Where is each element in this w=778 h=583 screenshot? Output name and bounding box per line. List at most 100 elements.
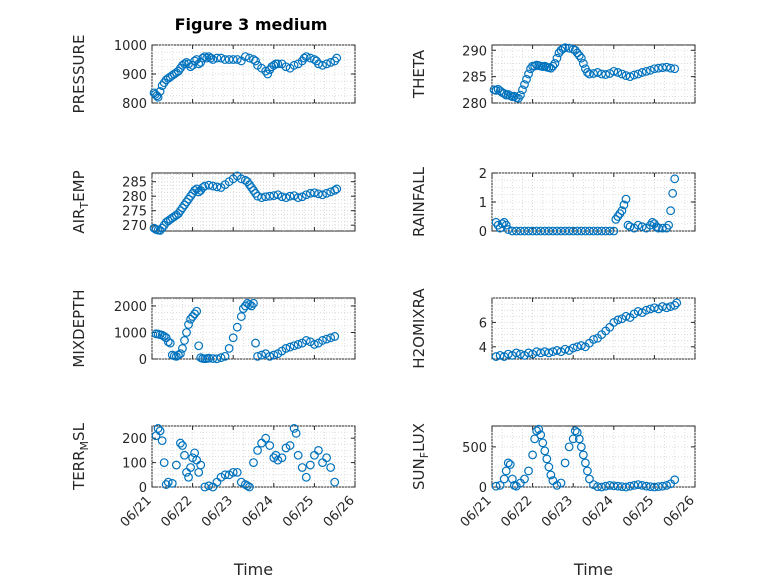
data-point [666,63,676,73]
data-point [161,480,171,489]
data-point [552,53,562,63]
y-tick-label: 4 [479,341,487,356]
data-point [326,463,336,472]
y-tick-label: 2000 [114,300,147,315]
data-point [524,69,533,79]
data-point [232,55,242,64]
y-tick-label: 0 [139,481,147,496]
data-point [265,441,275,450]
data-point [530,434,540,444]
data-point [180,450,189,460]
data-point [281,343,291,353]
data-point [501,466,511,476]
data-point [240,301,250,311]
y-tick-label: 285 [462,71,487,86]
data-point [184,472,193,482]
data-point [662,480,671,490]
data-point [285,191,295,201]
y-tick-label: 0 [479,481,487,496]
data-point [583,68,592,77]
data-point [574,51,584,60]
data-point [289,424,299,433]
data-point [216,53,226,63]
y-axis-label: THETA [410,49,428,99]
data-point [310,340,319,349]
data-point [326,58,336,67]
data-point [165,338,175,348]
data-point [576,442,586,452]
data-point [173,350,183,360]
subplot-2: 280 285 290 THETA [410,43,696,112]
data-point [176,349,185,359]
data-point [228,467,238,477]
data-point [196,460,206,470]
data-point [301,190,311,200]
data-point [503,349,513,359]
data-point [269,350,279,360]
data-point [153,424,163,433]
data-point [585,474,594,484]
data-point [662,62,671,72]
data-point [670,174,680,184]
data-point [253,351,262,361]
data-point [516,90,525,100]
data-point [271,450,281,460]
data-point [301,336,311,345]
y-axis-label: TERRMSL [70,422,91,491]
data-point [265,351,275,361]
data-point [613,68,623,77]
data-point [572,428,582,437]
data-point [609,226,619,236]
x-tick-label: 06/21 [118,493,155,530]
data-point [153,92,163,102]
data-point [167,478,177,488]
data-point [540,446,550,456]
data-point [163,337,173,347]
y-tick-label: 0 [479,225,487,240]
data-point [285,441,295,450]
data-point [240,52,250,61]
data-point [617,69,627,79]
data-point [601,70,611,79]
data-point [499,89,509,98]
data-point [281,193,291,203]
data-point [190,185,200,195]
data-point [580,458,590,468]
data-point [637,68,647,77]
y-tick-label: 6 [479,316,487,331]
data-point [637,222,647,232]
y-tick-label: 100 [122,457,147,472]
data-point [180,336,189,345]
data-point [332,53,342,63]
data-point [196,58,206,67]
data-point [277,453,287,463]
data-point [253,446,262,455]
data-point [194,341,204,351]
data-point [621,311,631,321]
data-point [670,64,680,74]
data-point [198,183,208,192]
y-axis-label: H2OMIXRA [410,288,428,369]
data-point [637,480,647,490]
data-point [249,55,258,64]
data-point [568,343,578,353]
data-point [625,481,635,491]
data-point [194,59,204,69]
data-point [662,303,671,313]
data-point [299,53,309,63]
data-point [560,43,570,53]
y-axis-label: SUNFLUX [410,423,431,490]
x-tick-label: 06/22 [158,493,195,530]
data-point [261,433,271,443]
data-point [232,322,242,332]
data-point [176,438,185,448]
data-point [503,225,513,234]
data-point [570,426,580,436]
subplot-1: 800 900 1000 PRESSURE [70,35,356,113]
data-point [633,307,643,316]
data-point [670,300,680,310]
data-point [202,53,212,63]
data-point [157,436,167,446]
subplot-6: 4 6 H2OMIXRA [410,288,696,369]
